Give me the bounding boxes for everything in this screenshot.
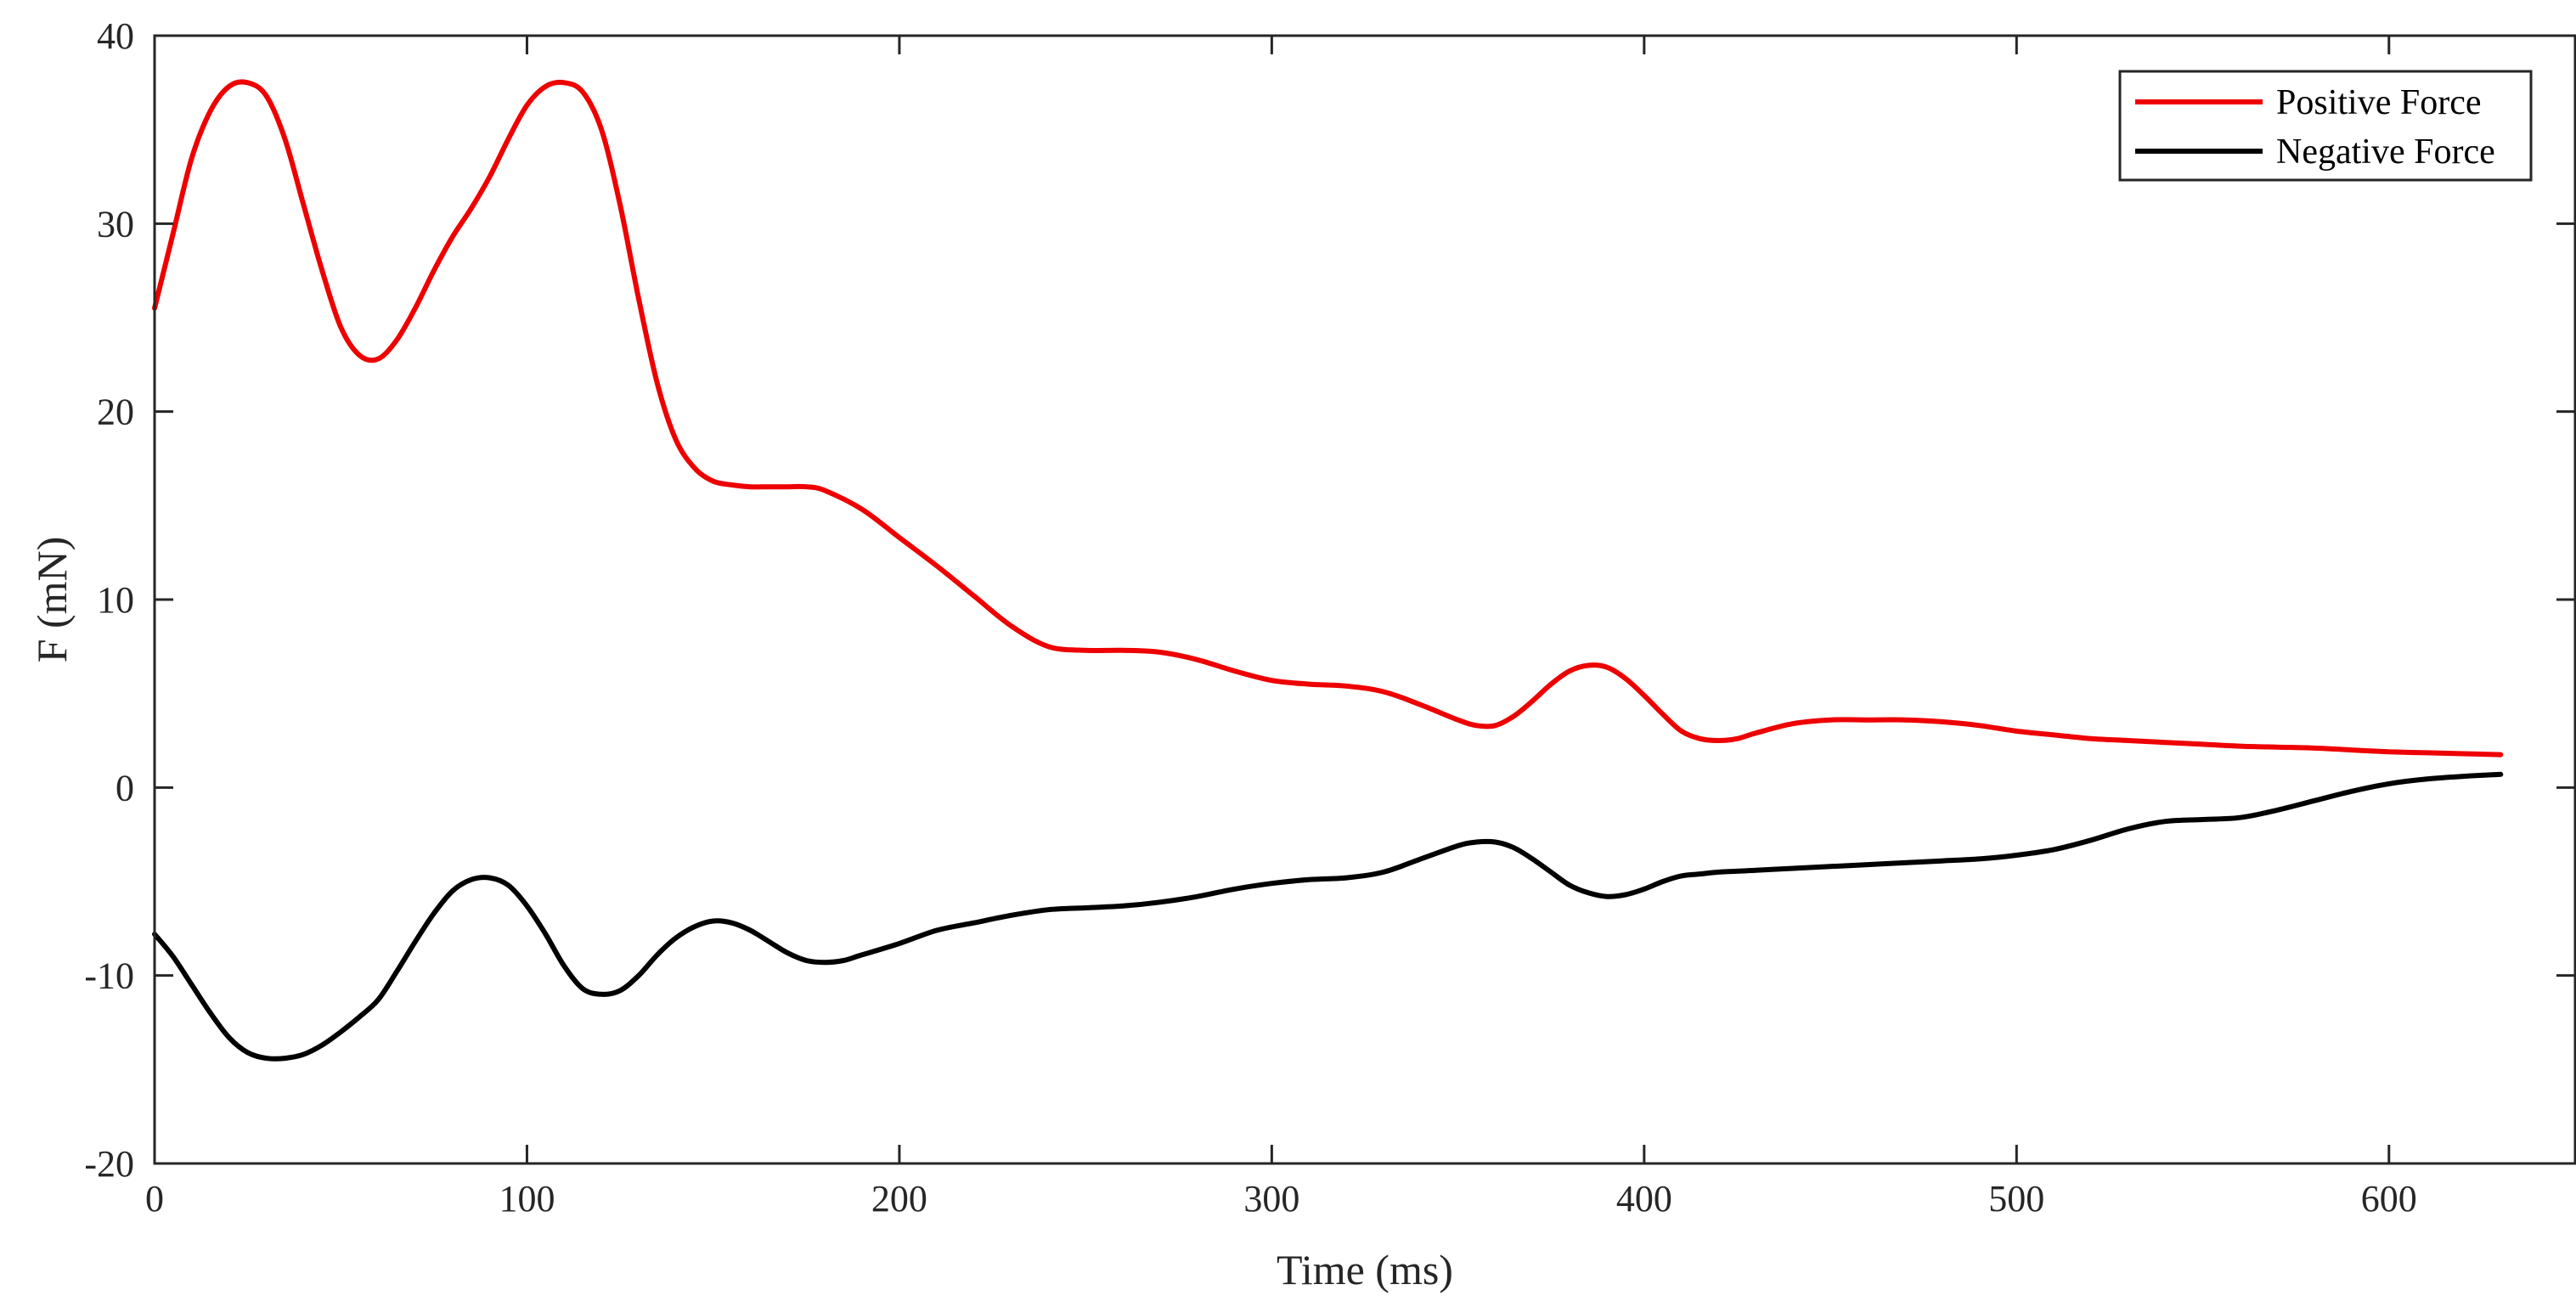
x-tick-label: 600	[2361, 1178, 2417, 1220]
y-tick-label: 40	[97, 15, 134, 57]
series-line-1	[152, 79, 2504, 758]
x-tick-label: 400	[1616, 1178, 1672, 1220]
legend-box	[2118, 70, 2533, 182]
x-tick-label: 200	[871, 1178, 927, 1220]
y-axis-label: F (mN)	[28, 537, 76, 663]
legend: Positive Force Negative Force	[2118, 70, 2533, 182]
legend-label-1: Positive Force	[2276, 83, 2481, 122]
y-tick-label: 20	[97, 392, 134, 433]
series-layer	[152, 79, 2504, 1062]
legend-label-2: Negative Force	[2276, 132, 2495, 172]
x-tick-label: 0	[145, 1178, 164, 1220]
y-tick-label: -20	[84, 1143, 134, 1185]
y-tick-label: 30	[97, 203, 134, 245]
x-axis-label: Time (ms)	[1277, 1246, 1453, 1293]
series-line-2	[152, 771, 2504, 1062]
y-tick-label: 10	[97, 579, 134, 621]
axes-layer: 0 100 200 300 400 500 600 -20 -10 0 10 20 30 40	[84, 15, 2576, 1220]
y-tick-label: 0	[116, 767, 134, 808]
x-tick-label: 500	[1988, 1178, 2044, 1220]
x-tick-label: 100	[499, 1178, 555, 1220]
y-tick-label: -10	[84, 955, 134, 997]
x-tick-label: 300	[1243, 1178, 1299, 1220]
plot-area	[155, 36, 2575, 1163]
